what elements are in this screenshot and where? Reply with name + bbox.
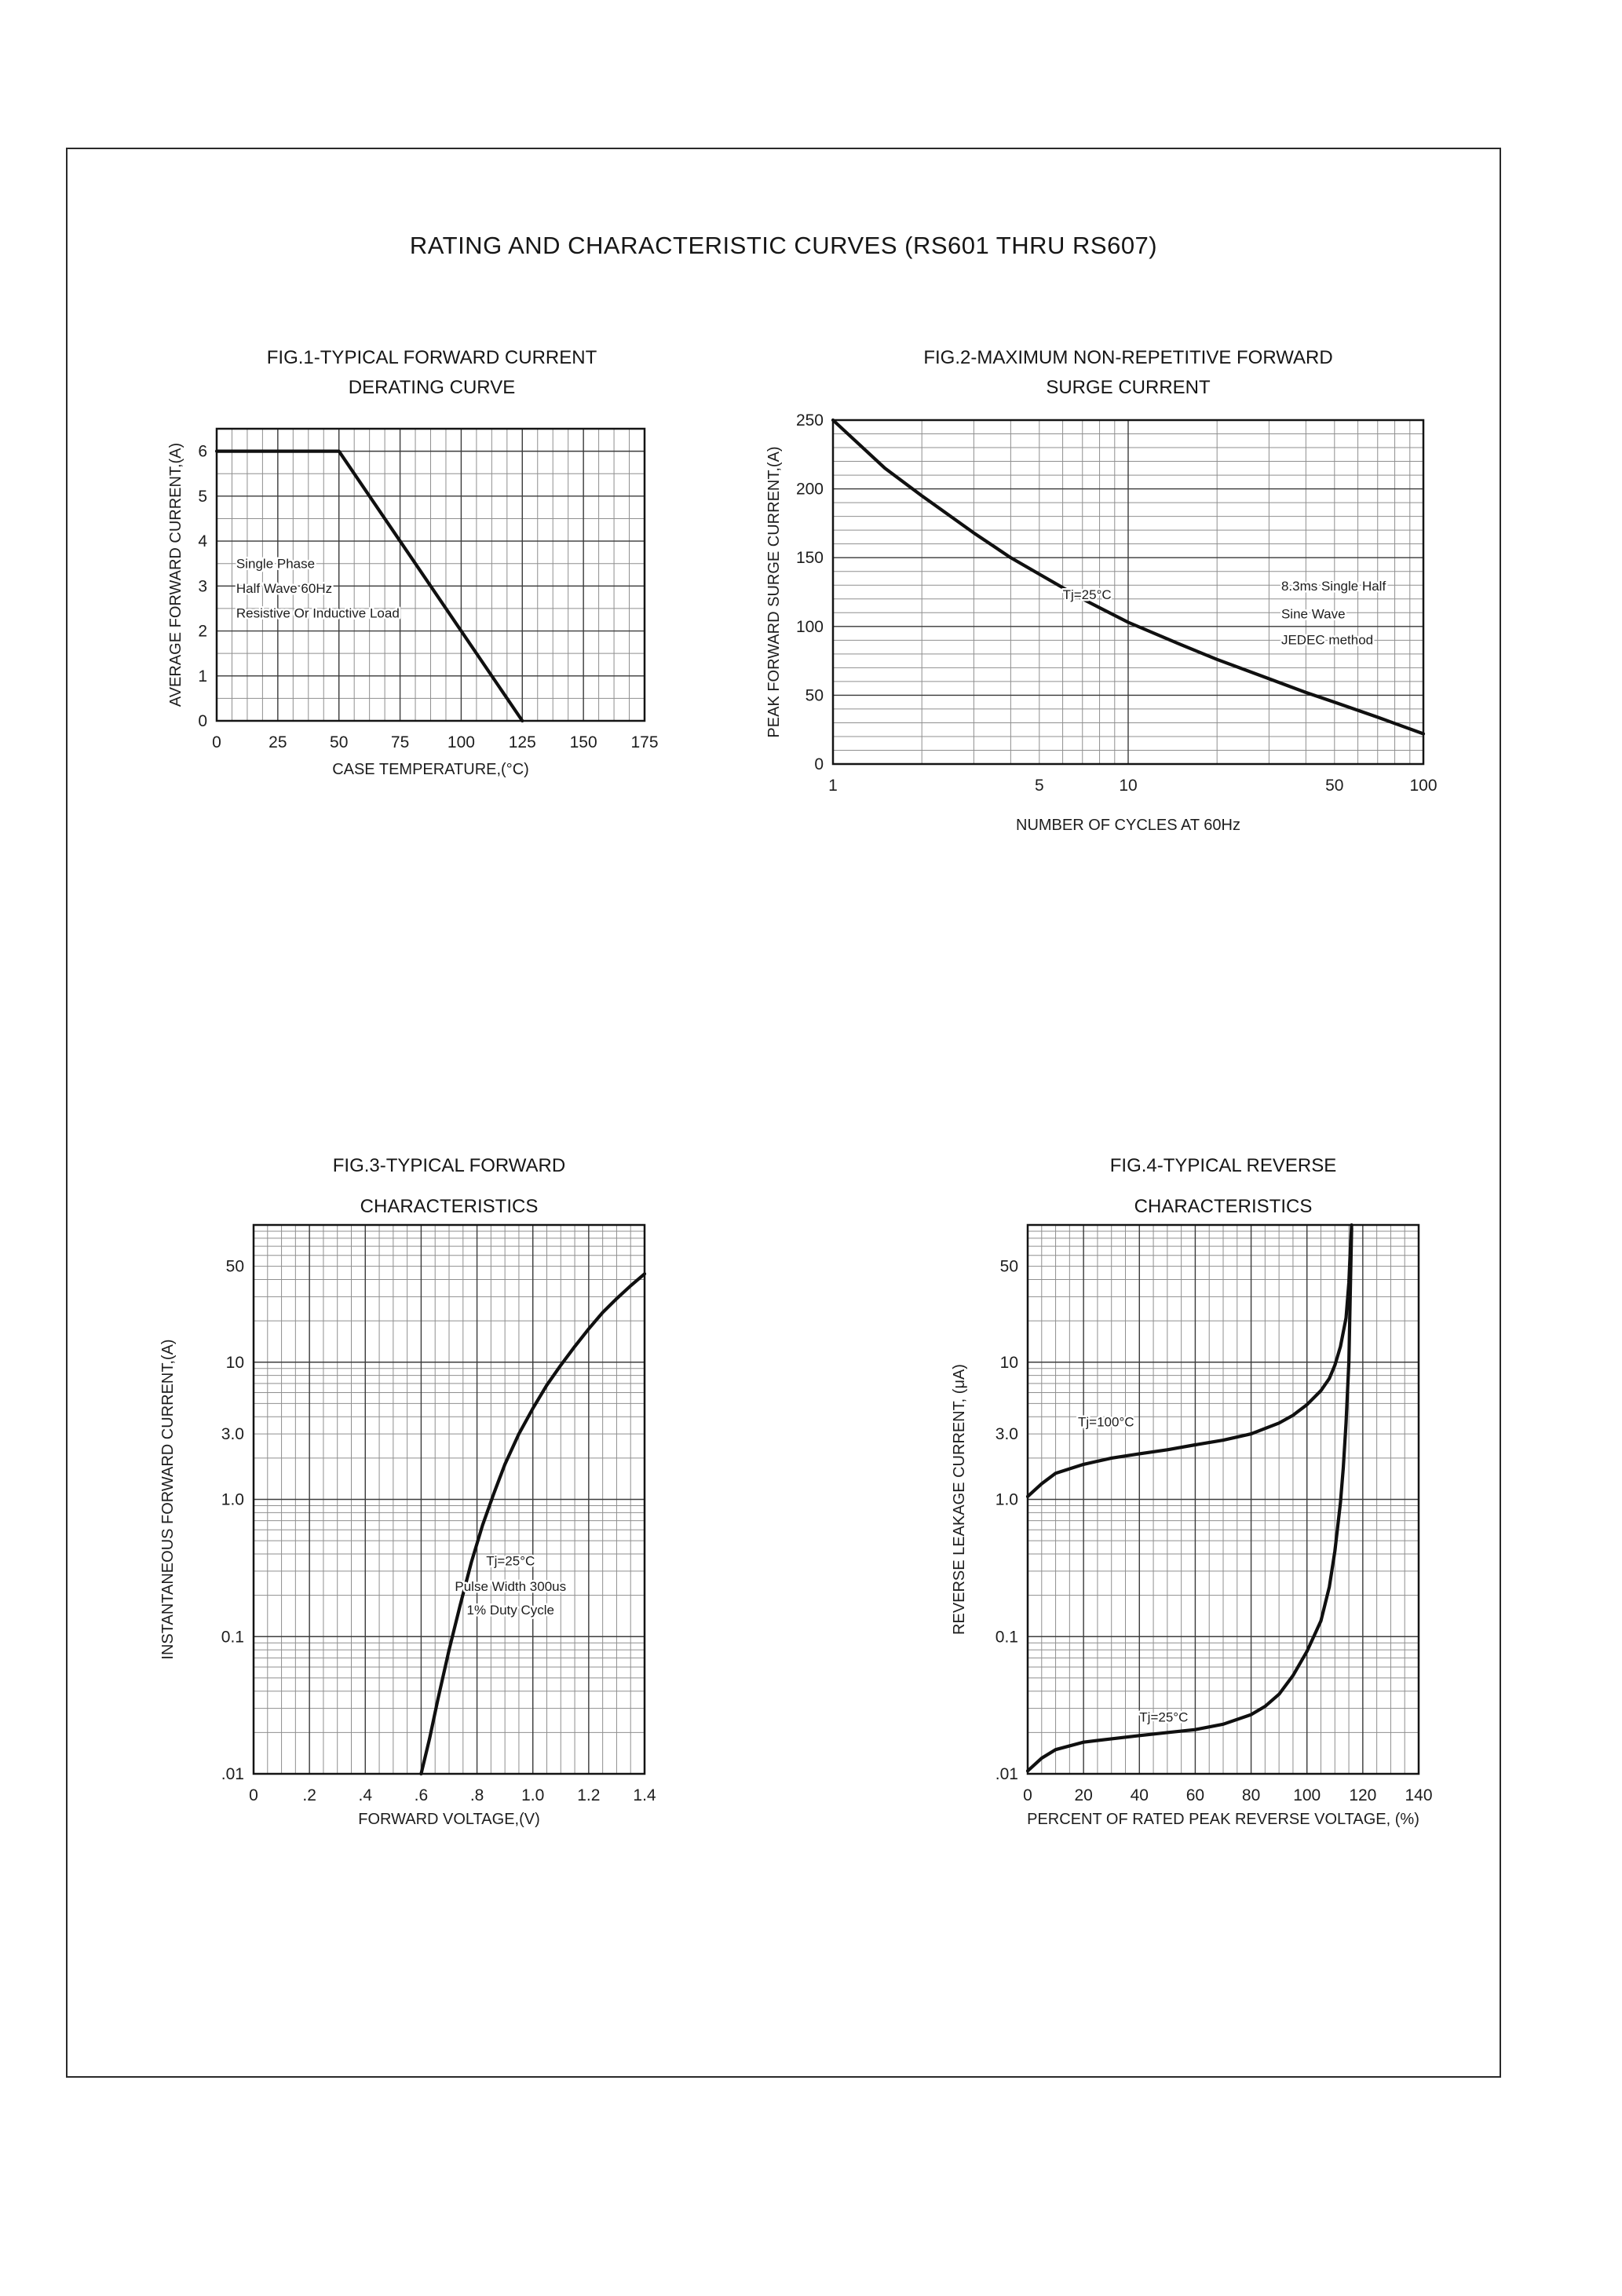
svg-text:250: 250	[796, 411, 824, 430]
page-border-frame	[66, 148, 1501, 2078]
svg-text:5: 5	[198, 488, 207, 506]
svg-text:100: 100	[1293, 1786, 1321, 1804]
svg-text:CASE TEMPERATURE,(°C): CASE TEMPERATURE,(°C)	[332, 761, 529, 778]
svg-text:50: 50	[1000, 1258, 1018, 1276]
svg-text:AVERAGE FORWARD CURRENT,(A): AVERAGE FORWARD CURRENT,(A)	[167, 443, 184, 707]
svg-text:100: 100	[796, 618, 824, 636]
svg-text:125: 125	[509, 733, 536, 751]
page-title: RATING AND CHARACTERISTIC CURVES (RS601 …	[409, 232, 1158, 259]
series-derating-curve	[214, 449, 524, 723]
series-tj-25c	[1025, 1226, 1353, 1773]
series-surge-current	[831, 418, 1426, 736]
svg-text:.2: .2	[302, 1786, 316, 1804]
svg-text:60: 60	[1186, 1786, 1204, 1804]
fig3-title-line1: FIG.3-TYPICAL FORWARD	[332, 1155, 566, 1176]
svg-text:1.0: 1.0	[221, 1491, 244, 1509]
series-forward-characteristic	[419, 1272, 647, 1776]
svg-text:120: 120	[1349, 1786, 1376, 1804]
svg-text:REVERSE LEAKAGE CURRENT, (μA): REVERSE LEAKAGE CURRENT, (μA)	[951, 1364, 968, 1635]
svg-text:Tj=25°C: Tj=25°C	[1139, 1710, 1188, 1725]
svg-text:3.0: 3.0	[221, 1425, 244, 1443]
svg-text:PEAK FORWARD SURGE CURRENT,(A): PEAK FORWARD SURGE CURRENT,(A)	[765, 446, 783, 737]
fig4-title-line1: FIG.4-TYPICAL REVERSE	[1109, 1155, 1337, 1176]
svg-text:.8: .8	[470, 1786, 484, 1804]
fig1-derating-chart: 0 25 50 75 100 125 150 175 0 1 2 3 4 5 6 CASE TEMPERATU…	[167, 427, 659, 778]
fig2-surge-chart: 1 5 10 50 100 0 50 100 150 200 250 NUMBER OF CYCLES…	[765, 411, 1438, 834]
fig3-title: FIG.3-TYPICAL FORWARD CHARACTERISTICS	[151, 1151, 747, 1222]
svg-text:2: 2	[198, 623, 207, 641]
fig1-title-line2: DERATING CURVE	[348, 377, 516, 398]
svg-text:0: 0	[1023, 1786, 1032, 1804]
svg-text:Pulse Width 300us: Pulse Width 300us	[455, 1579, 566, 1594]
svg-text:NUMBER OF CYCLES AT 60Hz: NUMBER OF CYCLES AT 60Hz	[1016, 817, 1240, 834]
svg-text:Tj=100°C: Tj=100°C	[1078, 1415, 1134, 1430]
svg-text:Half Wave 60Hz: Half Wave 60Hz	[236, 581, 332, 596]
fig2-title: FIG.2-MAXIMUM NON-REPETITIVE FORWARD SUR…	[830, 343, 1427, 403]
svg-text:10: 10	[1119, 777, 1137, 795]
svg-text:80: 80	[1242, 1786, 1260, 1804]
svg-text:3: 3	[198, 577, 207, 595]
svg-text:8.3ms Single Half: 8.3ms Single Half	[1281, 579, 1386, 594]
svg-text:1.4: 1.4	[633, 1786, 656, 1804]
fig1-title-line1: FIG.1-TYPICAL FORWARD CURRENT	[266, 347, 597, 368]
fig4-title: FIG.4-TYPICAL REVERSE CHARACTERISTICS	[925, 1151, 1522, 1222]
svg-text:INSTANTANEOUS FORWARD CURRENT,: INSTANTANEOUS FORWARD CURRENT,(A)	[159, 1339, 177, 1659]
fig2-title-line2: SURGE CURRENT	[1046, 377, 1211, 398]
svg-text:1.0: 1.0	[995, 1491, 1018, 1509]
svg-text:0.1: 0.1	[221, 1628, 244, 1646]
svg-text:4: 4	[198, 532, 207, 550]
svg-text:1.2: 1.2	[577, 1786, 600, 1804]
svg-text:.4: .4	[359, 1786, 373, 1804]
svg-text:25: 25	[269, 733, 287, 751]
svg-text:140: 140	[1405, 1786, 1432, 1804]
svg-text:150: 150	[570, 733, 597, 751]
fig1-title: FIG.1-TYPICAL FORWARD CURRENT DERATING C…	[133, 343, 730, 403]
svg-text:1: 1	[828, 777, 838, 795]
svg-text:150: 150	[796, 549, 824, 567]
svg-text:Tj=25°C: Tj=25°C	[1063, 587, 1112, 602]
fig4-reverse-chart: 0 20 40 60 80 100 120 140 50 10 3.0 1.0 0.1 .01 PERCEN…	[951, 1223, 1433, 1828]
svg-text:50: 50	[330, 733, 348, 751]
series-tj-100c	[1025, 1223, 1353, 1498]
svg-text:0: 0	[198, 712, 207, 730]
svg-text:75: 75	[391, 733, 409, 751]
svg-text:1.0: 1.0	[521, 1786, 544, 1804]
fig2-title-line1: FIG.2-MAXIMUM NON-REPETITIVE FORWARD	[923, 347, 1333, 368]
svg-text:Sine Wave: Sine Wave	[1281, 606, 1346, 621]
svg-text:0: 0	[212, 733, 221, 751]
svg-text:Single Phase: Single Phase	[236, 556, 315, 571]
svg-text:PERCENT OF RATED PEAK REVERSE: PERCENT OF RATED PEAK REVERSE VOLTAGE, (…	[1027, 1811, 1419, 1828]
svg-text:175: 175	[630, 733, 658, 751]
svg-text:100: 100	[1409, 777, 1437, 795]
svg-text:10: 10	[1000, 1354, 1018, 1372]
svg-text:1% Duty Cycle: 1% Duty Cycle	[467, 1603, 554, 1618]
svg-text:40: 40	[1131, 1786, 1149, 1804]
svg-text:50: 50	[226, 1258, 244, 1276]
fig4-title-line2: CHARACTERISTICS	[1134, 1196, 1313, 1217]
svg-text:0.1: 0.1	[995, 1628, 1018, 1646]
fig3-title-line2: CHARACTERISTICS	[360, 1196, 539, 1217]
svg-text:Resistive Or Inductive Load: Resistive Or Inductive Load	[236, 605, 400, 620]
svg-text:10: 10	[226, 1354, 244, 1372]
svg-text:5: 5	[1035, 777, 1044, 795]
svg-text:.01: .01	[995, 1765, 1018, 1783]
svg-text:1: 1	[198, 667, 207, 686]
svg-text:50: 50	[1325, 777, 1343, 795]
fig3-forward-chart: 0 .2 .4 .6 .8 1.0 1.2 1.4 50 10 3.0 1.0 0.1 .01 FORWAR…	[159, 1223, 656, 1828]
svg-text:.01: .01	[221, 1765, 244, 1783]
svg-text:0: 0	[249, 1786, 258, 1804]
svg-text:JEDEC method: JEDEC method	[1281, 633, 1373, 648]
svg-text:0: 0	[814, 755, 824, 773]
svg-text:.6: .6	[415, 1786, 429, 1804]
svg-text:200: 200	[796, 481, 824, 499]
svg-text:Tj=25°C: Tj=25°C	[486, 1554, 535, 1569]
svg-text:3.0: 3.0	[995, 1425, 1018, 1443]
svg-text:100: 100	[448, 733, 475, 751]
svg-text:6: 6	[198, 443, 207, 461]
svg-text:FORWARD VOLTAGE,(V): FORWARD VOLTAGE,(V)	[358, 1811, 540, 1828]
svg-text:50: 50	[806, 686, 824, 704]
svg-text:20: 20	[1074, 1786, 1092, 1804]
